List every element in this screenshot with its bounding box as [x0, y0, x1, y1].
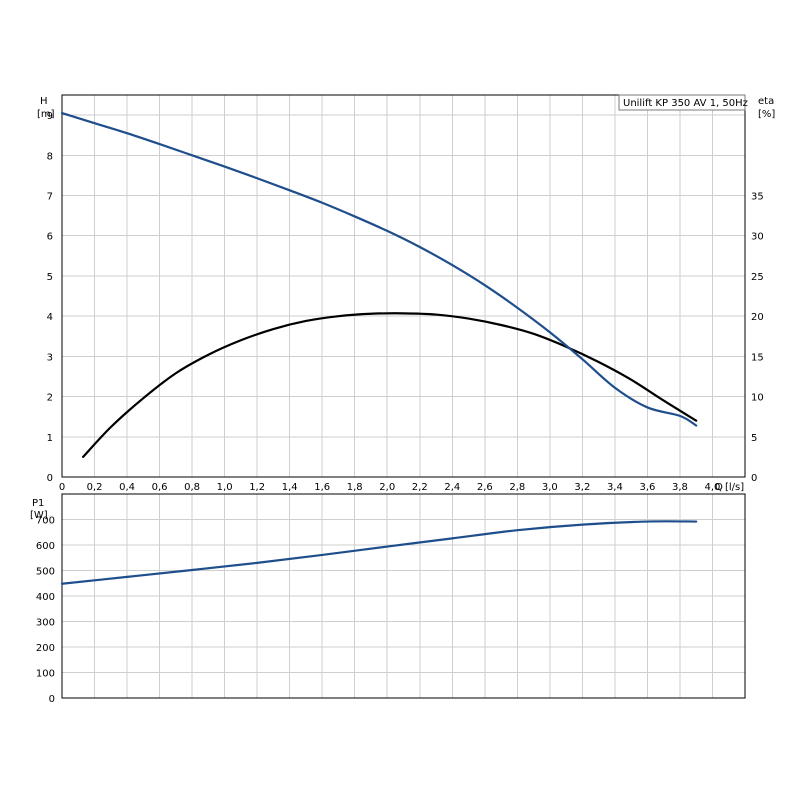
y-tick-label-right: 15	[751, 352, 764, 363]
x-tick-label: 0,8	[184, 482, 200, 493]
y-tick-label-left: 4	[47, 312, 53, 323]
y-axis-label-P1: P1	[32, 498, 44, 509]
y-tick-label-P1: 0	[49, 694, 55, 705]
y-tick-label-left: 8	[47, 151, 53, 162]
y-tick-label-P1: 600	[36, 541, 55, 552]
y-axis-label-eta: eta	[758, 96, 774, 107]
x-tick-label: 2,8	[509, 482, 525, 493]
y-tick-label-P1: 400	[36, 592, 55, 603]
y-tick-label-right: 20	[751, 312, 764, 323]
y-tick-label-P1: 700	[36, 516, 55, 527]
y-tick-label-left: 2	[47, 393, 53, 404]
x-tick-label: 1,6	[314, 482, 330, 493]
x-tick-label: 0,2	[87, 482, 103, 493]
y-tick-label-right: 10	[751, 393, 764, 404]
y-tick-label-P1: 300	[36, 618, 55, 629]
y-axis-unit-H: [m]	[37, 109, 55, 120]
legend-label: Unilift KP 350 AV 1, 50Hz	[623, 98, 748, 109]
top-chart-grid	[61, 95, 746, 478]
y-tick-label-P1: 200	[36, 643, 55, 654]
x-axis-label-Q: Q	[715, 482, 723, 493]
bottom-chart-ticks: 0 100 200 300 400 500 600 700	[36, 516, 55, 706]
x-tick-label: 2,4	[444, 482, 460, 493]
y-tick-label-left: 5	[47, 272, 53, 283]
series-line-P1	[60, 520, 698, 585]
x-tick-label: 2,0	[379, 482, 395, 493]
y-tick-label-left: 0	[47, 473, 53, 484]
y-tick-label-left: 3	[47, 352, 53, 363]
x-tick-label: 3,4	[607, 482, 623, 493]
x-tick-label: 1,8	[347, 482, 363, 493]
top-chart-ticks: 0 0,2 0,4 0,6 0,8 1,0 1,2 1,4 1,6 1,8 2,0 2,2 2,4 2,6…	[47, 111, 764, 493]
x-tick-label: 4,0	[705, 482, 721, 493]
y-tick-label-left: 6	[47, 232, 53, 243]
y-tick-label-right: 25	[751, 272, 764, 283]
x-tick-label: 1,0	[217, 482, 233, 493]
x-tick-label: 0,6	[152, 482, 168, 493]
y-tick-label-right: 5	[751, 433, 757, 444]
legend-box	[618, 94, 746, 111]
y-tick-label-P1: 100	[36, 669, 55, 680]
y-tick-label-left: 9	[47, 111, 53, 122]
x-tick-label: 0,4	[119, 482, 135, 493]
x-tick-label: 2,6	[477, 482, 493, 493]
y-axis-label-H: H	[40, 96, 48, 107]
series-line-eta	[82, 312, 698, 458]
y-tick-label-right: 30	[751, 232, 764, 243]
x-tick-label: 2,2	[412, 482, 428, 493]
x-tick-label: 1,2	[249, 482, 265, 493]
y-axis-unit-eta: [%]	[758, 109, 775, 120]
y-axis-unit-P1: [W]	[30, 510, 48, 521]
x-tick-label: 1,4	[282, 482, 298, 493]
top-chart-frame	[61, 94, 746, 478]
y-tick-label-right: 35	[751, 192, 764, 203]
bottom-chart-grid	[61, 493, 746, 699]
x-tick-label: 3,6	[639, 482, 655, 493]
y-tick-label-left: 7	[47, 192, 53, 203]
y-tick-label-left: 1	[47, 433, 53, 444]
x-tick-label: 0	[59, 482, 65, 493]
x-tick-label: 3,0	[542, 482, 558, 493]
series-line-H	[60, 111, 698, 427]
series-layer	[60, 111, 698, 585]
y-tick-label-P1: 500	[36, 567, 55, 578]
bottom-chart-frame	[61, 493, 746, 699]
x-tick-label: 3,8	[672, 482, 688, 493]
x-axis-unit-Q: [l/s]	[725, 482, 744, 493]
y-tick-label-right: 0	[751, 473, 757, 484]
x-tick-label: 3,2	[574, 482, 590, 493]
